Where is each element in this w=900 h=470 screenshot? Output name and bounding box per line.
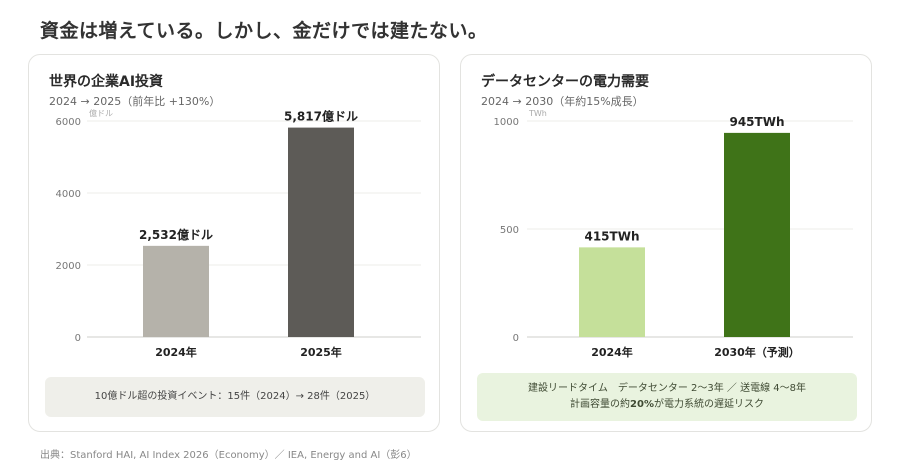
- y-tick-label: 4000: [56, 189, 81, 200]
- y-tick-label: 1000: [494, 117, 519, 128]
- x-category-label: 2024年: [155, 345, 197, 359]
- bar: [724, 132, 790, 337]
- investment-card-subtitle: 2024 → 2025（前年比 +130%）: [49, 95, 221, 108]
- x-category-label: 2024年: [591, 345, 633, 359]
- page-headline: 資金は増えている。しかし、金だけでは建たない。: [40, 20, 488, 42]
- bar-value-label: 415TWh: [584, 229, 639, 243]
- power-note: 建設リードタイム データセンター 2〜3年 ／ 送電線 4〜8年 計画容量の約2…: [477, 373, 857, 421]
- y-axis-unit-label: 億ドル: [89, 108, 113, 118]
- investment-card: 世界の企業AI投資 2024 → 2025（前年比 +130%） 億ドル 0 200…: [28, 54, 440, 432]
- x-category-label: 2030年（予測）: [714, 345, 800, 359]
- investment-card-title: 世界の企業AI投資: [49, 74, 164, 90]
- power-bar-chart: TWh 0 500 1000 415TWh 2024年 945TWh 2030年（予測）: [494, 109, 853, 359]
- y-tick-label: 0: [513, 333, 519, 344]
- bar-value-label: 2,532億ドル: [139, 227, 213, 242]
- y-tick-label: 6000: [56, 117, 81, 128]
- investment-note-text: 10億ドル超の投資イベント：15件（2024）→ 28件（2025）: [94, 391, 376, 402]
- y-tick-label: 500: [500, 225, 519, 236]
- y-tick-label: 2000: [56, 261, 81, 272]
- bar-value-label: 5,817億ドル: [284, 109, 358, 124]
- power-card-subtitle: 2024 → 2030（年約15%成長）: [481, 95, 644, 108]
- investment-bar-chart: 億ドル 0 2000 4000 6000 2,532億ドル 2024年 5,817億ドル 202…: [56, 108, 421, 359]
- bar: [579, 247, 645, 337]
- bar: [143, 245, 209, 337]
- power-card: データセンターの電力需要 2024 → 2030（年約15%成長） TWh 0 50…: [460, 54, 872, 432]
- power-note-prefix: 計画容量の約: [570, 399, 631, 410]
- power-note-line2: 計画容量の約20%が電力系統の遅延リスク: [570, 397, 764, 413]
- bar: [288, 127, 354, 337]
- investment-note: 10億ドル超の投資イベント：15件（2024）→ 28件（2025）: [45, 377, 425, 417]
- source-citation: 出典：Stanford HAI, AI Index 2026（Economy）／…: [40, 450, 417, 461]
- y-axis-unit-label: TWh: [528, 109, 547, 118]
- y-tick-label: 0: [75, 333, 81, 344]
- x-category-label: 2025年: [300, 345, 342, 359]
- bar-value-label: 945TWh: [729, 115, 784, 129]
- power-card-title: データセンターの電力需要: [481, 74, 649, 90]
- power-note-suffix: が電力系統の遅延リスク: [653, 399, 764, 410]
- power-note-line1: 建設リードタイム データセンター 2〜3年 ／ 送電線 4〜8年: [528, 383, 806, 394]
- power-note-highlight: 20%: [630, 399, 654, 410]
